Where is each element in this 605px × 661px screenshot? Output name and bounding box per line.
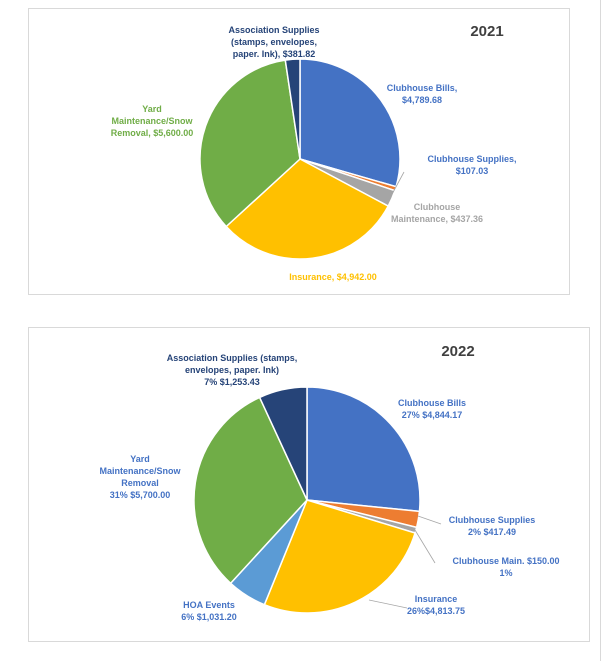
data-label-line: Removal <box>121 478 159 488</box>
data-label-line: Clubhouse Bills <box>398 398 466 408</box>
data-label-clubhouse-supplies: Clubhouse Supplies, $107.03 <box>427 154 516 176</box>
data-label-line: (stamps, envelopes, <box>231 37 317 47</box>
data-label-line: $4,789.68 <box>402 95 442 105</box>
pie-slice-clubhouse-bills <box>299 58 401 188</box>
pie-slice-association-supplies <box>258 386 308 501</box>
data-label-line: Yard <box>142 104 162 114</box>
data-label-line: Insurance, $4,942.00 <box>289 272 377 282</box>
data-label-line: 26%$4,813.75 <box>407 606 465 616</box>
data-label-line: 1% <box>499 568 512 578</box>
data-label-line: paper. Ink), $381.82 <box>233 49 316 59</box>
data-label-line: 31% $5,700.00 <box>110 490 171 500</box>
leader-line-clubhouse-supplies <box>417 515 442 525</box>
data-label-line: Insurance <box>415 594 458 604</box>
leader-line-insurance <box>368 599 408 609</box>
pie-slice-yard-maintenance-snow-removal <box>199 59 301 228</box>
data-label-line: envelopes, paper. Ink) <box>185 365 279 375</box>
data-label-line: 6% $1,031.20 <box>181 612 237 622</box>
page-edge-divider <box>600 0 601 661</box>
data-label-line: 2% $417.49 <box>468 527 516 537</box>
data-label-line: Maintenance/Snow <box>111 116 193 126</box>
pie-slice-insurance <box>263 499 417 614</box>
pie-slice-clubhouse-bills <box>306 386 421 513</box>
data-label-line: Clubhouse Supplies <box>449 515 536 525</box>
pie-slice-association-supplies <box>284 58 301 160</box>
data-label-line: Maintenance/Snow <box>99 466 181 476</box>
chart-2021-panel: 2021 Clubhouse Bills, $4,789.68 Clubhouse S… <box>28 8 570 295</box>
data-label-clubhouse-main: Clubhouse Main. $150.00 1% <box>452 556 559 578</box>
chart-title-2021: 2021 <box>470 23 503 40</box>
data-label-hoa-events: HOA Events 6% $1,031.20 <box>181 600 237 622</box>
data-label-line: Maintenance, $437.36 <box>391 214 483 224</box>
data-label-clubhouse-supplies: Clubhouse Supplies 2% $417.49 <box>449 515 536 537</box>
pie-slice-yard-maintenance-snow-removal <box>193 396 308 585</box>
data-label-line: 27% $4,844.17 <box>402 410 463 420</box>
pie-chart-2021: 2021 Clubhouse Bills, $4,789.68 Clubhouse S… <box>111 23 517 282</box>
pie-slice-insurance <box>225 158 390 260</box>
data-label-line: $107.03 <box>456 166 489 176</box>
data-label-line: 7% $1,253.43 <box>204 377 260 387</box>
data-label-line: Clubhouse <box>414 202 461 212</box>
data-label-line: Association Supplies (stamps, <box>167 353 298 363</box>
data-label-yard-maintenance-snow-removal: Yard Maintenance/Snow Removal, $5,600.00 <box>111 104 194 138</box>
data-label-insurance: Insurance, $4,942.00 <box>289 272 377 282</box>
data-label-line: Yard <box>130 454 150 464</box>
data-label-line: Clubhouse Main. $150.00 <box>452 556 559 566</box>
data-label-insurance: Insurance 26%$4,813.75 <box>407 594 465 616</box>
data-label-line: Removal, $5,600.00 <box>111 128 194 138</box>
data-label-clubhouse-maintenance: Clubhouse Maintenance, $437.36 <box>391 202 483 224</box>
chart-2022-panel: 2022 Clubhouse Bills 27% $4,844.17 Clubhous… <box>28 327 590 642</box>
data-label-line: Association Supplies <box>228 25 319 35</box>
data-label-line: Clubhouse Supplies, <box>427 154 516 164</box>
data-label-association-supplies: Association Supplies (stamps, envelopes, p… <box>228 25 319 59</box>
data-label-clubhouse-bills: Clubhouse Bills 27% $4,844.17 <box>398 398 466 420</box>
data-label-line: Clubhouse Bills, <box>387 83 458 93</box>
data-label-yard-maintenance-snow-removal: Yard Maintenance/Snow Removal 31% $5,700.00 <box>99 454 181 500</box>
leader-line-clubhouse-main <box>414 529 436 564</box>
data-label-clubhouse-bills: Clubhouse Bills, $4,789.68 <box>387 83 458 105</box>
data-label-association-supplies: Association Supplies (stamps, envelopes, … <box>167 353 298 387</box>
data-label-line: HOA Events <box>183 600 235 610</box>
leader-line-clubhouse-supplies <box>389 171 405 199</box>
chart-title-2022: 2022 <box>441 343 474 360</box>
